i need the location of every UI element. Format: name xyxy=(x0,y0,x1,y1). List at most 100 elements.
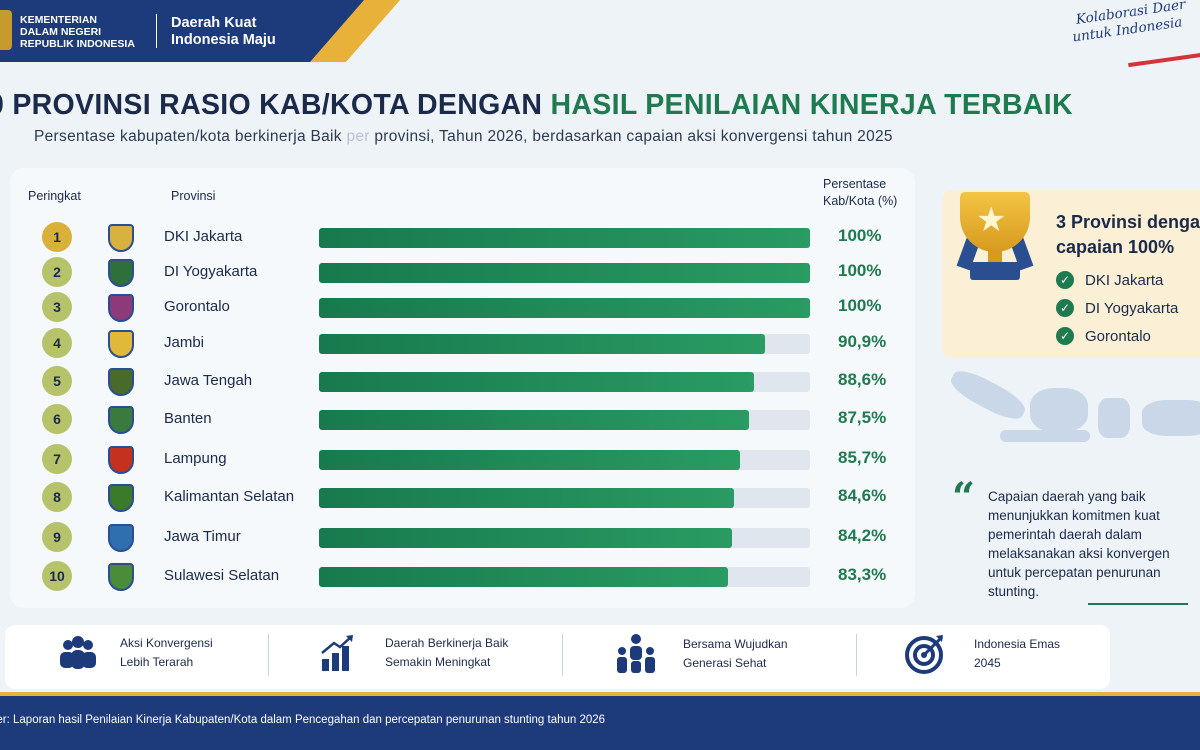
award-title: 3 Provinsi denga capaian 100% xyxy=(1056,210,1200,260)
rank-badge: 5 xyxy=(42,366,72,396)
rank-badge: 1 xyxy=(42,222,72,252)
column-header-rank: Peringkat xyxy=(28,189,81,203)
tagline: Daerah Kuat Indonesia Maju xyxy=(171,15,276,49)
quote-underline xyxy=(1088,603,1188,605)
trophy-icon xyxy=(960,192,1030,252)
quote-line: pemerintah daerah dalam xyxy=(988,527,1142,542)
province-label: Jawa Tengah xyxy=(164,372,253,389)
quote-icon: “ xyxy=(952,474,976,521)
table-row: 6 Banten 87,5% xyxy=(0,404,920,434)
percent-label: 100% xyxy=(838,226,882,245)
bar-track xyxy=(319,372,810,392)
quote-line: Capaian daerah yang baik xyxy=(988,489,1146,504)
bar-track xyxy=(319,228,810,248)
value-item: Indonesia Emas 2045 xyxy=(904,633,1060,675)
bar xyxy=(319,298,810,318)
bar xyxy=(319,263,810,283)
value-separator xyxy=(856,634,857,676)
bar-track xyxy=(319,488,810,508)
rank-badge: 7 xyxy=(42,444,72,474)
percent-label: 85,7% xyxy=(838,448,887,467)
bar-track xyxy=(319,450,810,470)
province-label: Jawa Timur xyxy=(164,528,241,545)
rank-badge: 3 xyxy=(42,292,72,322)
value-line-1: Bersama Wujudkan xyxy=(683,637,788,651)
province-label: Gorontalo xyxy=(164,298,230,315)
bar-track xyxy=(319,528,810,548)
value-item: Daerah Berkinerja Baik Semakin Meningkat xyxy=(320,633,508,673)
table-row: 5 Jawa Tengah 88,6% xyxy=(0,366,920,396)
rank-badge: 8 xyxy=(42,482,72,512)
province-label: Jambi xyxy=(164,334,205,351)
table-row: 4 Jambi 90,9% xyxy=(0,328,920,358)
province-label: DI Yogyakarta xyxy=(164,263,258,280)
bar-track xyxy=(319,410,810,430)
lampung-emblem xyxy=(108,446,134,474)
jawa-timur-emblem xyxy=(108,524,134,552)
ministry-logo xyxy=(0,10,12,50)
table-row: 10 Sulawesi Selatan 83,3% xyxy=(0,561,920,591)
award-item-label: Gorontalo xyxy=(1085,327,1151,345)
award-item: ✓ Gorontalo xyxy=(1056,327,1151,345)
award-item: ✓ DKI Jakarta xyxy=(1056,271,1163,289)
bar xyxy=(319,334,766,354)
quote-text: Capaian daerah yang baik menunjukkan kom… xyxy=(988,487,1200,601)
check-icon: ✓ xyxy=(1056,271,1074,289)
bar-track xyxy=(319,334,810,354)
value-line-1: Daerah Berkinerja Baik xyxy=(385,636,509,650)
value-line-2: Semakin Meningkat xyxy=(385,655,491,669)
table-row: 8 Kalimantan Selatan 84,6% xyxy=(0,482,920,512)
quote-line: stunting. xyxy=(988,584,1040,599)
bar xyxy=(319,528,733,548)
rank-badge: 9 xyxy=(42,522,72,552)
table-row: 3 Gorontalo 100% xyxy=(0,292,920,322)
growth-chart-icon xyxy=(321,635,353,671)
ministry-name: KEMENTERIAN DALAM NEGERI REPUBLIK INDONE… xyxy=(20,14,135,50)
percent-label: 90,9% xyxy=(838,332,887,351)
header-divider xyxy=(156,14,157,48)
award-item: ✓ DI Yogyakarta xyxy=(1056,299,1178,317)
banten-emblem xyxy=(108,406,134,434)
value-text: Aksi Konvergensi Lebih Terarah xyxy=(120,634,213,672)
table-row: 9 Jawa Timur 84,2% xyxy=(0,522,920,552)
province-label: Banten xyxy=(164,410,212,427)
jambi-emblem xyxy=(108,330,134,358)
quote-line: untuk percepatan penurunan xyxy=(988,565,1161,580)
percent-label: 100% xyxy=(838,296,882,315)
bar xyxy=(319,567,728,587)
value-line-1: Indonesia Emas xyxy=(974,637,1061,651)
province-label: DKI Jakarta xyxy=(164,228,243,245)
bar-track xyxy=(319,263,810,283)
title-highlight: HASIL PENILAIAN KINERJA TERBAIK xyxy=(550,89,1073,121)
check-icon: ✓ xyxy=(1056,327,1074,345)
percent-label: 84,6% xyxy=(838,486,887,505)
value-item: Bersama Wujudkan Generasi Sehat xyxy=(612,633,788,675)
trophy-base xyxy=(970,262,1020,280)
percent-label: 84,2% xyxy=(838,526,887,545)
gorontalo-emblem xyxy=(108,294,134,322)
value-line-2: Generasi Sehat xyxy=(683,656,767,670)
chart-subtitle: Persentase kabupaten/kota berkinerja Bai… xyxy=(34,128,893,146)
collaboration-slogan: Kolaborasi Daer untuk Indonesia xyxy=(1071,0,1189,46)
tagline-line-2: Indonesia Maju xyxy=(171,32,276,48)
bar xyxy=(319,228,810,248)
percent-label: 88,6% xyxy=(838,370,887,389)
ministry-line-3: REPUBLIK INDONESIA xyxy=(20,38,135,50)
bar xyxy=(319,488,735,508)
star-icon: ★ xyxy=(976,201,1007,239)
award-item-label: DKI Jakarta xyxy=(1085,271,1164,289)
rank-badge: 10 xyxy=(42,561,72,591)
rank-badge: 2 xyxy=(42,257,72,287)
dki-jakarta-emblem xyxy=(108,224,134,252)
subtitle-part-2: per xyxy=(346,128,370,145)
table-row: 1 DKI Jakarta 100% xyxy=(0,222,920,252)
rank-badge: 6 xyxy=(42,404,72,434)
bar-track xyxy=(319,298,810,318)
column-header-province: Provinsi xyxy=(171,189,216,203)
award-title-line-2: capaian 100% xyxy=(1056,237,1175,257)
bar xyxy=(319,450,740,470)
value-text: Daerah Berkinerja Baik Semakin Meningkat xyxy=(385,634,508,672)
trophy-stem xyxy=(988,250,1002,264)
province-label: Kalimantan Selatan xyxy=(164,488,295,505)
family-icon xyxy=(617,634,655,673)
